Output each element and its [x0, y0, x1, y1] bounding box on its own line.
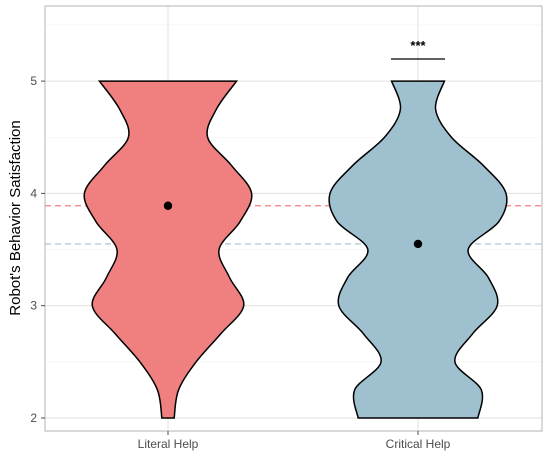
violins: [83, 80, 508, 419]
x-tick-label: Critical Help: [386, 437, 451, 451]
x-tick-label: Literal Help: [138, 437, 199, 451]
y-tick-label: 5: [30, 74, 37, 88]
y-tick-label: 4: [30, 186, 37, 200]
y-tick-label: 3: [30, 299, 37, 313]
plot-border: [44, 5, 543, 432]
violin-critical-help: [328, 80, 508, 419]
tick-labels: 2 3 4 5 Literal Help Critical Help: [30, 74, 450, 451]
y-axis-title: Robot's Behavior Satisfaction: [7, 120, 24, 315]
annotations: ***: [391, 38, 445, 60]
significance-label: ***: [410, 38, 426, 53]
mean-point: [163, 201, 173, 210]
violin-literal-help: [83, 80, 253, 419]
y-tick-label: 2: [30, 411, 37, 425]
mean-point: [413, 239, 423, 249]
